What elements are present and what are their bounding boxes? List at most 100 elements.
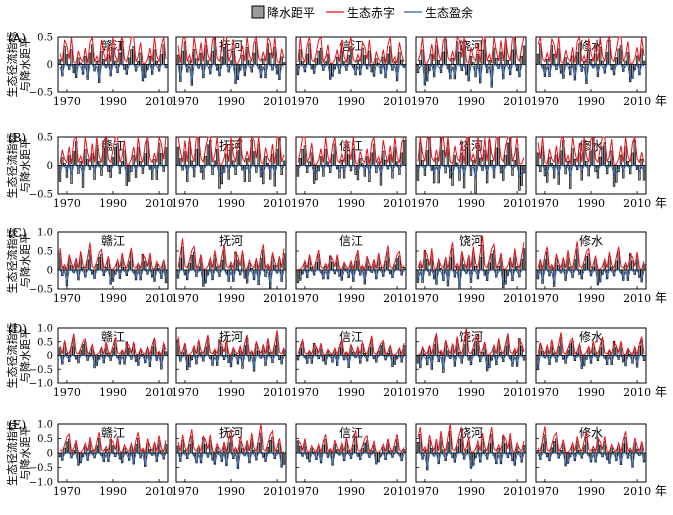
precip-bar (569, 266, 572, 271)
precip-bar (515, 266, 519, 271)
y-tick-label: 1.0 (37, 228, 53, 239)
precip-bar (504, 443, 507, 454)
precip-bar (268, 439, 272, 454)
x-tick-label: 2010 (145, 386, 173, 399)
precip-bar (451, 165, 454, 186)
precip-bar (319, 156, 323, 166)
precip-bar (153, 445, 156, 454)
precip-bar (81, 266, 85, 271)
precip-bar (626, 161, 630, 166)
precip-bar (111, 445, 115, 454)
precip-bar (631, 260, 634, 271)
precip-bar (141, 165, 145, 174)
precip-bar (266, 266, 270, 271)
y-axis-title-line1: 生态径流指标 (5, 32, 19, 98)
precip-bar (495, 147, 498, 166)
precip-bar (361, 448, 364, 454)
x-tick-label: 1990 (577, 485, 605, 498)
x-tick-label: 2010 (145, 485, 173, 498)
precip-bar (329, 165, 332, 173)
precip-bar (111, 157, 115, 166)
precip-bar (423, 165, 427, 176)
x-axis-unit: 年 (655, 385, 667, 399)
precip-bar (188, 60, 191, 65)
deficit-line (59, 242, 167, 271)
precip-bar (255, 165, 258, 173)
precip-bar (536, 53, 540, 65)
deficit-line (537, 332, 645, 356)
precip-bar (546, 59, 549, 65)
precip-bar (234, 449, 237, 454)
y-tick-label: −0.5 (29, 88, 53, 99)
x-tick-label: 1970 (53, 485, 81, 498)
precip-bar (499, 51, 503, 65)
precip-bar (347, 154, 350, 166)
precip-bar (472, 62, 475, 65)
precip-bar (190, 254, 194, 271)
precip-bar (388, 46, 392, 65)
x-tick-label: 1970 (291, 386, 319, 399)
precip-bar (308, 351, 311, 356)
precip-bar (232, 160, 235, 166)
precip-bar (522, 45, 526, 65)
y-tick-label: 1.0 (37, 324, 53, 335)
precip-bar (488, 443, 491, 454)
panel-title: 信江 (339, 234, 363, 248)
x-tick-label: 1990 (337, 197, 365, 210)
x-tick-label: 1990 (577, 292, 605, 305)
precip-bar (566, 161, 570, 166)
panel-C-3: 饶河 1970 1990 2010 (411, 231, 531, 305)
panel-D-2: 信江 1970 1990 2010 (291, 327, 411, 399)
panel-title: 修水 (579, 233, 603, 248)
x-tick-label: 2010 (383, 485, 411, 498)
precip-bar (273, 47, 276, 65)
x-tick-label: 1970 (53, 292, 81, 305)
precip-bar (536, 450, 540, 454)
precip-bar (628, 165, 632, 175)
x-tick-label: 2010 (503, 485, 531, 498)
precip-bar (426, 150, 429, 166)
precip-bar (435, 157, 438, 166)
x-tick-label: 2010 (623, 386, 651, 399)
precip-bar (592, 266, 595, 271)
precip-bar (416, 441, 420, 454)
precip-bar (84, 55, 87, 65)
y-tick-label: 0.5 (37, 337, 53, 348)
x-tick-label: 1970 (411, 95, 439, 108)
precip-bar (513, 160, 516, 166)
precip-bar (361, 163, 364, 166)
x-tick-label: 1970 (411, 485, 439, 498)
x-tick-label: 1990 (217, 95, 245, 108)
precip-bar (435, 443, 438, 454)
panel-frame (175, 231, 287, 290)
precip-bar (395, 258, 399, 271)
x-tick-label: 2010 (503, 197, 531, 210)
y-axis-labels: 生态径流指标 与降水距平生态径流指标 与降水距平生态径流指标 与降水距平生态径流指标与… (5, 32, 32, 487)
precip-bar (61, 157, 64, 166)
precip-bar (398, 52, 401, 65)
x-tick-label: 1990 (457, 292, 485, 305)
precip-bar (280, 56, 283, 65)
precip-bar (273, 165, 276, 187)
x-tick-label: 1990 (577, 197, 605, 210)
y-axis-title-line1: 生态径流指标 (5, 323, 19, 389)
x-tick-label: 1990 (217, 485, 245, 498)
precip-bar (324, 61, 327, 65)
precip-bar (437, 60, 440, 65)
x-tick-label: 1970 (411, 197, 439, 210)
precip-bar (458, 352, 461, 356)
precip-bar (197, 448, 200, 454)
precip-bar (329, 354, 332, 356)
precip-bar (416, 165, 420, 181)
precip-bar (296, 440, 300, 454)
y-tick-label: 1.0 (37, 420, 53, 431)
precip-bar (481, 352, 484, 356)
precip-bar (631, 64, 634, 79)
panel-title: 饶河 (459, 234, 483, 248)
precip-bar (511, 49, 514, 65)
precip-bar (218, 451, 221, 454)
surplus-line (177, 63, 285, 84)
precip-bar (245, 158, 249, 166)
precip-bar (345, 352, 348, 356)
